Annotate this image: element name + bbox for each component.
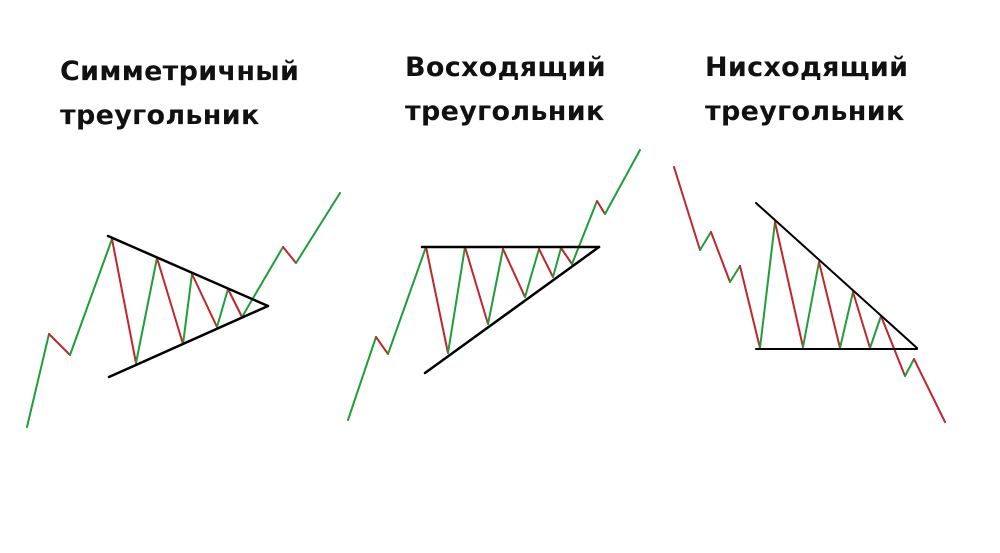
title-line: треугольник — [60, 100, 260, 131]
price-down-segment — [852, 291, 871, 349]
price-down-segment — [673, 166, 701, 251]
title-line: Восходящий — [405, 52, 606, 83]
price-up-segment — [604, 149, 641, 215]
price-down-segment — [191, 273, 218, 328]
price-up-segment — [447, 246, 466, 354]
title-descending-triangle: Нисходящий треугольник — [705, 46, 908, 134]
price-down-segment — [560, 247, 573, 265]
price-up-segment — [487, 248, 504, 325]
price-up-segment — [295, 192, 341, 264]
price-up-segment — [571, 200, 598, 265]
price-down-segment — [375, 336, 389, 355]
support-trendline — [107, 304, 270, 379]
price-up-segment — [524, 248, 540, 298]
price-down-segment — [538, 248, 554, 278]
price-down-segment — [425, 246, 449, 354]
price-up-segment — [241, 246, 284, 318]
price-down-segment — [111, 238, 137, 364]
price-up-segment — [904, 358, 915, 377]
price-up-segment — [839, 291, 854, 349]
price-up-segment — [26, 333, 50, 428]
price-up-segment — [216, 288, 229, 328]
support-trendline — [423, 245, 601, 375]
price-up-segment — [869, 315, 882, 349]
title-line: Нисходящий — [705, 52, 909, 83]
title-line: Симметричный — [60, 56, 300, 87]
price-up-segment — [387, 246, 427, 355]
price-down-segment — [739, 265, 761, 349]
title-line: треугольник — [405, 96, 605, 127]
price-down-segment — [818, 261, 841, 349]
price-down-segment — [710, 231, 731, 283]
title-line: треугольник — [705, 96, 905, 127]
price-up-segment — [182, 273, 193, 345]
price-down-segment — [880, 315, 906, 377]
price-up-segment — [759, 221, 776, 349]
title-ascending-triangle: Восходящий треугольник — [405, 46, 606, 134]
price-up-segment — [69, 238, 113, 356]
resistance-trendline — [106, 234, 270, 308]
price-up-segment — [729, 265, 741, 283]
price-down-segment — [596, 200, 606, 215]
resistance-trendline — [755, 202, 918, 349]
price-up-segment — [347, 336, 377, 421]
price-up-segment — [699, 231, 712, 251]
price-down-segment — [774, 221, 804, 348]
price-down-segment — [48, 333, 71, 356]
price-up-segment — [802, 261, 820, 348]
price-down-segment — [913, 358, 946, 423]
price-down-segment — [156, 257, 184, 345]
price-down-segment — [464, 246, 489, 325]
title-symmetric-triangle: Симметричный треугольник — [60, 50, 299, 138]
price-down-segment — [282, 246, 297, 264]
price-up-segment — [552, 247, 562, 278]
price-down-segment — [502, 248, 526, 298]
price-down-segment — [227, 288, 243, 318]
price-up-segment — [135, 257, 158, 364]
